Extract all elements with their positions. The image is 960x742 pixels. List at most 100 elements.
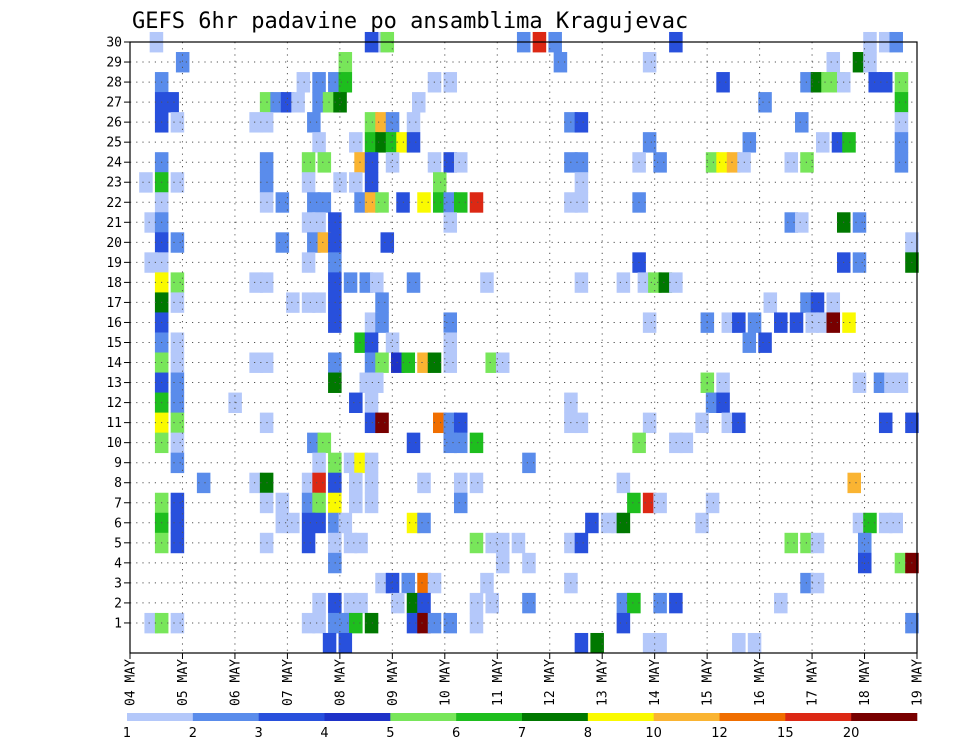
heatmap-cell xyxy=(343,452,358,474)
heatmap-cell xyxy=(364,412,379,434)
heatmap-cell xyxy=(349,392,363,413)
heatmap-cell xyxy=(364,172,379,193)
heatmap-cell xyxy=(375,292,389,313)
heatmap-cell xyxy=(312,472,326,494)
heatmap-cell xyxy=(412,92,426,113)
heatmap-cell xyxy=(406,112,421,133)
heatmap-cell xyxy=(816,132,830,153)
colorbar-label: 5 xyxy=(386,726,394,741)
colorbar-swatch xyxy=(653,713,720,721)
heatmap-cell xyxy=(317,432,332,454)
heatmap-cell xyxy=(364,492,379,514)
colorbar-label: 12 xyxy=(711,726,728,741)
heatmap-cell xyxy=(170,512,185,534)
heatmap-cell xyxy=(590,632,604,654)
heatmap-cell xyxy=(522,592,536,614)
heatmap-cell xyxy=(354,332,368,353)
heatmap-cell xyxy=(343,532,358,554)
heatmap-cell xyxy=(653,152,667,173)
heatmap-cell xyxy=(658,272,673,293)
colorbar-label: 8 xyxy=(584,726,592,741)
heatmap-cell xyxy=(165,92,179,113)
y-tick-label: 20 xyxy=(106,236,122,251)
heatmap-cell xyxy=(443,72,458,93)
heatmap-cell xyxy=(349,492,363,514)
heatmap-cell xyxy=(375,572,389,594)
heatmap-cell xyxy=(774,312,788,333)
heatmap-cell xyxy=(380,232,395,253)
heatmap-cell xyxy=(433,172,447,193)
heatmap-cell xyxy=(312,292,326,313)
heatmap-cell xyxy=(170,532,185,554)
heatmap-cell xyxy=(433,412,447,434)
heatmap-cell xyxy=(401,352,416,373)
x-tick-label: 11 MAY xyxy=(491,659,506,706)
heatmap-cell xyxy=(170,612,185,634)
heatmap-cell xyxy=(443,432,458,454)
heatmap-cell xyxy=(354,192,368,213)
colorbar-swatch xyxy=(785,713,852,721)
heatmap-cell xyxy=(364,612,379,634)
heatmap-cell xyxy=(417,472,431,494)
heatmap-cell xyxy=(275,232,290,253)
heatmap-cell xyxy=(301,472,316,494)
heatmap-cell xyxy=(375,112,389,133)
colorbar-swatch xyxy=(390,713,457,721)
colorbar-swatch xyxy=(127,713,194,721)
heatmap-cell xyxy=(364,112,379,133)
x-tick-label: 12 MAY xyxy=(543,659,558,706)
heatmap-cell xyxy=(758,92,772,113)
heatmap-cell xyxy=(810,292,825,313)
heatmap-cell xyxy=(469,532,484,554)
heatmap-cell xyxy=(301,212,316,233)
heatmap-cell xyxy=(616,272,631,293)
heatmap-cell xyxy=(810,572,825,594)
heatmap-cell xyxy=(574,112,589,133)
heatmap-cell xyxy=(742,132,757,153)
chart-title: GEFS 6hr padavine po ansamblima Kragujev… xyxy=(132,9,688,34)
heatmap-cell xyxy=(312,92,326,113)
heatmap-cell xyxy=(705,152,720,173)
heatmap-cell xyxy=(301,152,316,173)
heatmap-cell xyxy=(349,172,363,193)
heatmap-cell xyxy=(317,152,332,173)
heatmap-cell xyxy=(417,612,431,634)
heatmap-cell xyxy=(721,412,736,434)
heatmap-cell xyxy=(585,512,599,534)
heatmap-cell xyxy=(453,432,468,454)
heatmap-cell xyxy=(842,132,856,153)
heatmap-cell xyxy=(642,132,657,153)
heatmap-cell xyxy=(868,72,882,93)
y-tick-label: 2 xyxy=(114,596,122,611)
heatmap-cell xyxy=(453,492,468,514)
colorbar-swatch xyxy=(522,713,589,721)
heatmap-cell xyxy=(170,352,185,373)
heatmap-cell xyxy=(653,492,667,514)
heatmap-cell xyxy=(385,572,400,594)
heatmap-cell xyxy=(170,452,185,474)
heatmap-cell xyxy=(170,372,185,393)
heatmap-cell xyxy=(627,492,641,514)
heatmap-cell xyxy=(847,472,861,494)
x-tick-label: 14 MAY xyxy=(648,659,663,706)
heatmap-cell xyxy=(375,192,389,213)
heatmap-cell xyxy=(443,412,458,434)
heatmap-cell xyxy=(443,332,458,353)
heatmap-cell xyxy=(522,452,536,474)
heatmap-cell xyxy=(333,172,347,193)
heatmap-cell xyxy=(716,72,730,93)
heatmap-cell xyxy=(406,512,421,534)
x-tick-label: 18 MAY xyxy=(858,659,873,706)
y-tick-label: 18 xyxy=(106,276,122,291)
heatmap-cell xyxy=(784,532,799,554)
heatmap-cell xyxy=(364,312,379,333)
heatmap-cell xyxy=(800,152,814,173)
heatmap-cell xyxy=(443,312,458,333)
heatmap-cell xyxy=(852,52,867,73)
colorbar-label: 1 xyxy=(123,726,131,741)
y-tick-label: 17 xyxy=(106,296,122,311)
heatmap-cell xyxy=(417,592,431,614)
heatmap-cell xyxy=(705,392,720,413)
heatmap-cell xyxy=(312,212,326,233)
heatmap-cell xyxy=(642,312,657,333)
